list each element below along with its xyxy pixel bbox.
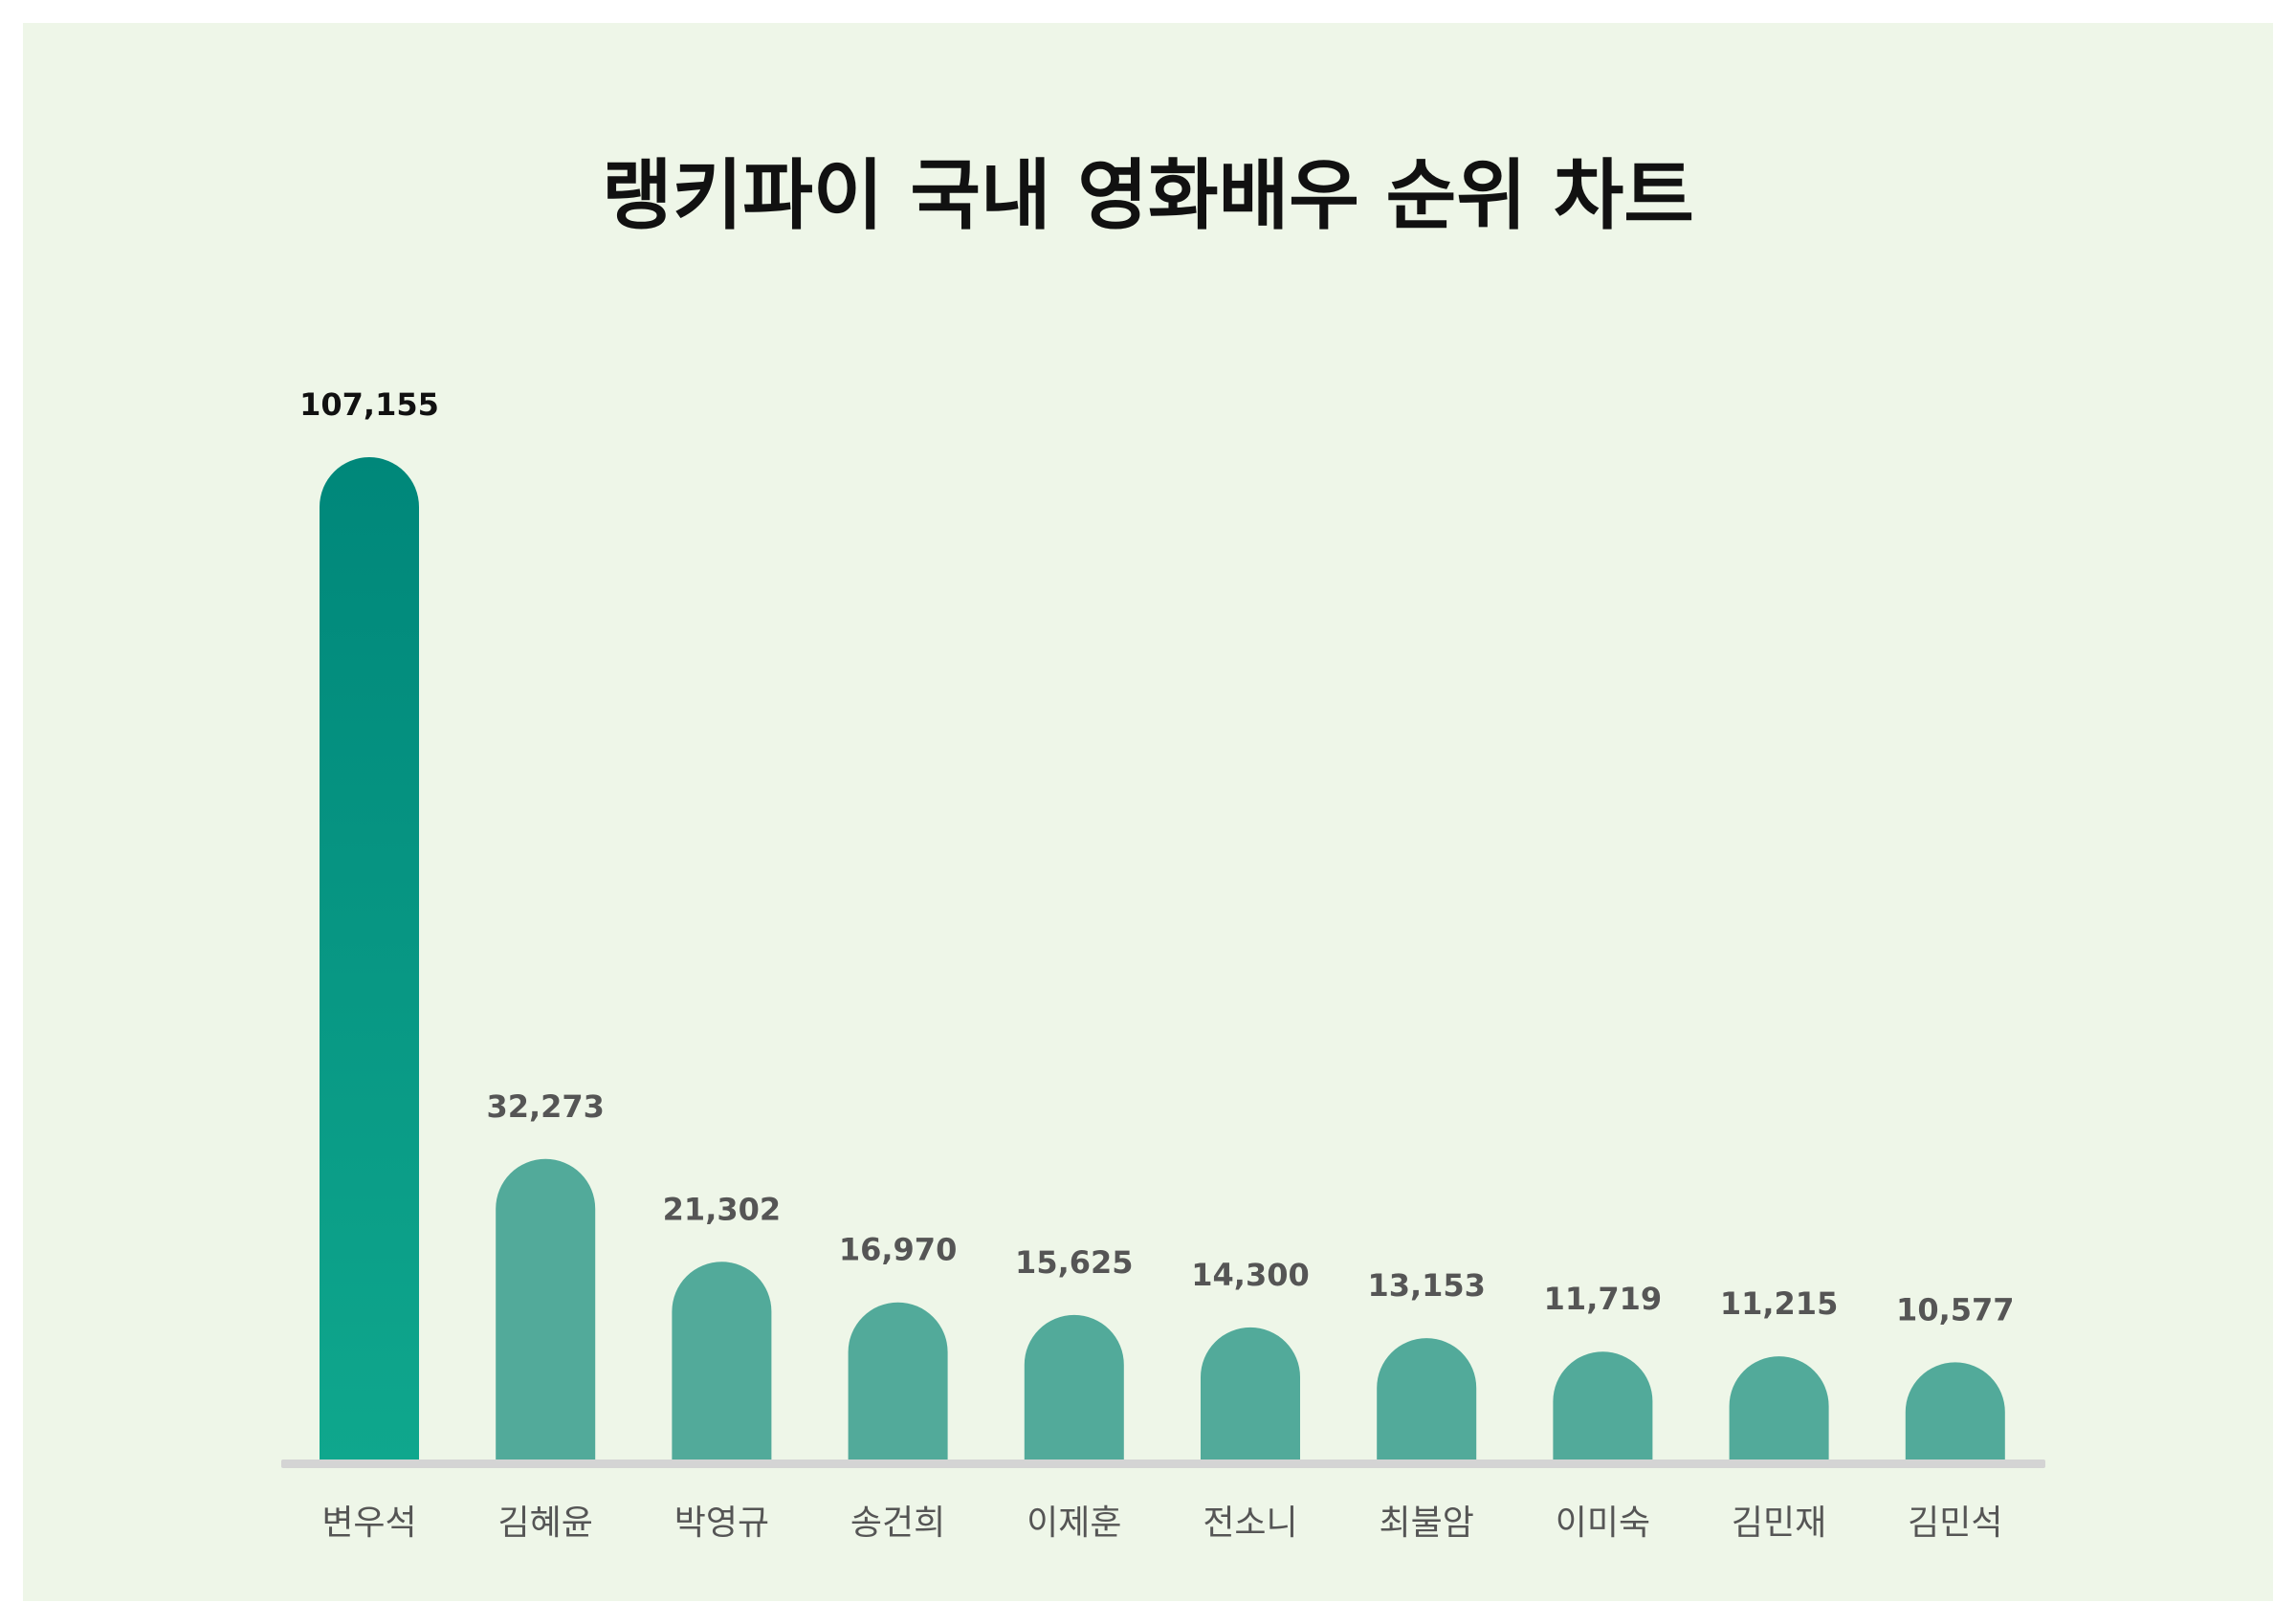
- bar-박영규: [672, 1262, 772, 1461]
- value-label-이미숙: 11,719: [1544, 1281, 1662, 1317]
- category-label-최불암: 최불암: [1380, 1503, 1474, 1543]
- bars-layer: [320, 457, 2005, 1461]
- bar-이제훈: [1024, 1314, 1124, 1461]
- category-label-전소니: 전소니: [1203, 1503, 1297, 1543]
- category-label-변우석: 변우석: [321, 1503, 416, 1543]
- value-label-김민석: 10,577: [1896, 1291, 2014, 1328]
- chart-title: 랭키파이 국내 영화배우 순위 차트: [602, 151, 1694, 240]
- value-label-김혜윤: 32,273: [486, 1088, 604, 1125]
- category-label-박영규: 박영규: [674, 1503, 769, 1543]
- value-label-박영규: 21,302: [663, 1191, 781, 1227]
- category-label-이미숙: 이미숙: [1556, 1503, 1650, 1543]
- category-label-김민석: 김민석: [1908, 1503, 2002, 1543]
- bar-송건희: [848, 1302, 948, 1461]
- category-label-김혜윤: 김혜윤: [498, 1503, 593, 1543]
- value-label-최불암: 13,153: [1367, 1267, 1485, 1304]
- value-label-전소니: 14,300: [1191, 1257, 1309, 1293]
- value-label-이제훈: 15,625: [1015, 1244, 1133, 1281]
- x-axis-baseline: [281, 1459, 2045, 1468]
- bar-전소니: [1201, 1327, 1300, 1461]
- labels-layer: 107,155 변우석 32,273 김혜윤 21,302 박영규 16,970 송건희 15,…: [299, 386, 2014, 1543]
- value-label-송건희: 16,970: [839, 1232, 957, 1268]
- value-label-변우석: 107,155: [299, 386, 439, 423]
- bar-이미숙: [1553, 1351, 1653, 1461]
- bar-김민재: [1729, 1356, 1829, 1461]
- category-label-이제훈: 이제훈: [1027, 1503, 1121, 1543]
- category-label-김민재: 김민재: [1732, 1503, 1826, 1543]
- value-label-김민재: 11,215: [1720, 1285, 1838, 1322]
- category-label-송건희: 송건희: [850, 1503, 945, 1543]
- bar-변우석: [320, 457, 419, 1461]
- bar-김민석: [1905, 1362, 2005, 1461]
- bar-최불암: [1377, 1338, 1477, 1461]
- bar-김혜윤: [496, 1158, 596, 1461]
